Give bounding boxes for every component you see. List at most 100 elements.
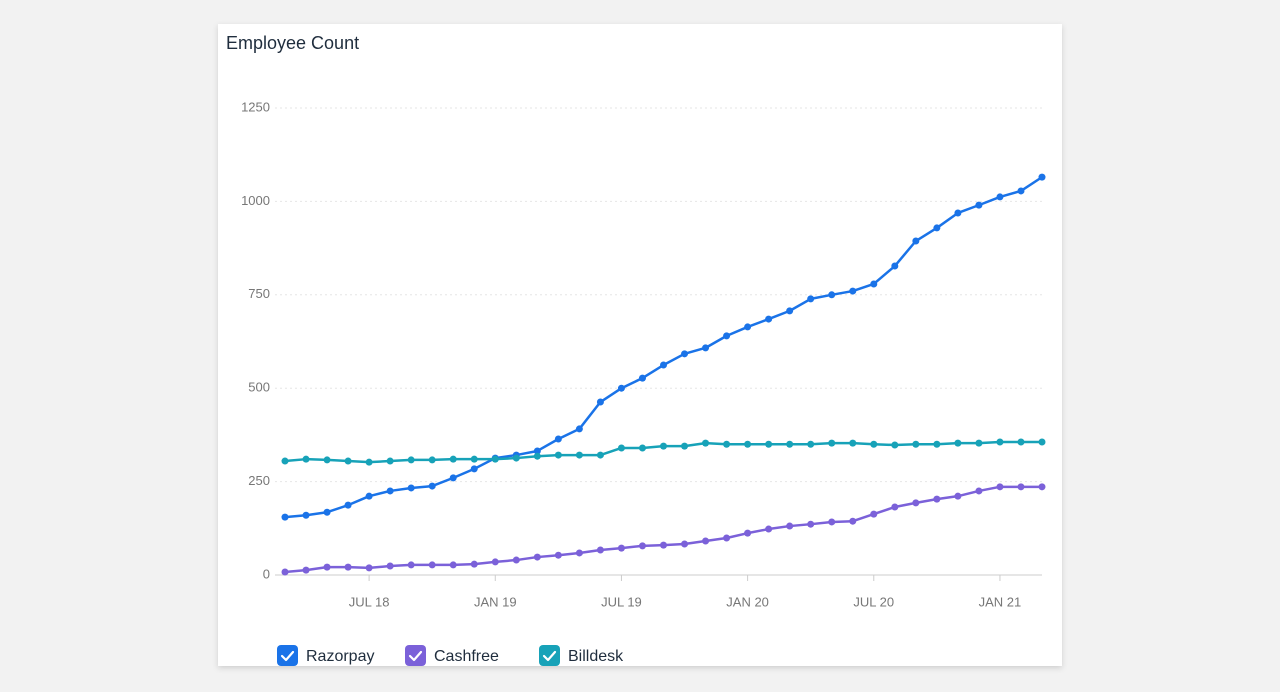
data-point: [828, 439, 836, 447]
y-tick-label: 250: [248, 473, 270, 488]
data-point: [512, 454, 520, 462]
data-point: [554, 435, 562, 443]
check-icon: [280, 650, 295, 662]
data-point: [323, 563, 331, 571]
data-point: [533, 447, 541, 455]
data-point: [386, 562, 394, 570]
data-point: [449, 561, 457, 569]
data-point: [596, 546, 604, 554]
y-tick-label: 1000: [241, 193, 270, 208]
data-point: [302, 566, 310, 574]
check-icon: [542, 650, 557, 662]
data-point: [344, 457, 352, 465]
legend-item[interactable]: Cashfree: [405, 645, 499, 666]
data-point: [344, 563, 352, 571]
data-point: [660, 361, 667, 369]
data-point: [302, 455, 310, 463]
data-point: [638, 444, 646, 452]
data-point: [786, 307, 794, 315]
legend-checkbox[interactable]: [405, 645, 426, 666]
data-point: [491, 558, 499, 566]
data-point: [449, 455, 457, 463]
data-point: [407, 456, 415, 464]
y-tick-label: 1250: [241, 99, 270, 114]
data-point: [554, 551, 562, 559]
data-point: [407, 484, 415, 492]
data-point: [681, 442, 689, 450]
data-point: [512, 556, 520, 564]
data-point: [660, 541, 667, 549]
data-point: [470, 455, 478, 463]
data-point: [681, 540, 689, 548]
data-point: [849, 287, 857, 295]
x-tick-label: JUL 19: [601, 594, 642, 609]
data-point: [386, 487, 394, 495]
data-point: [996, 193, 1004, 201]
data-point: [870, 510, 878, 518]
data-point: [933, 224, 941, 232]
legend-label: Razorpay: [306, 648, 374, 665]
data-point: [996, 438, 1004, 446]
legend-label: Billdesk: [568, 648, 624, 665]
data-point: [723, 332, 731, 340]
data-point: [638, 542, 646, 550]
data-point: [1017, 187, 1025, 195]
data-point: [828, 518, 836, 526]
legend-label: Cashfree: [434, 648, 499, 665]
data-point: [344, 501, 352, 509]
data-point: [765, 315, 773, 323]
data-point: [702, 344, 710, 352]
data-point: [912, 237, 920, 245]
data-point: [954, 209, 962, 217]
data-point: [681, 350, 689, 358]
data-point: [323, 508, 331, 516]
data-point: [954, 492, 962, 500]
data-point: [575, 549, 583, 557]
data-point: [428, 561, 436, 569]
legend-checkbox[interactable]: [539, 645, 560, 666]
data-point: [786, 522, 794, 530]
x-tick-label: JAN 19: [474, 594, 517, 609]
legend-item[interactable]: Razorpay: [277, 645, 374, 666]
data-point: [870, 280, 878, 288]
data-point: [575, 425, 583, 433]
legend-checkbox[interactable]: [277, 645, 298, 666]
data-point: [891, 503, 899, 511]
data-point: [1038, 173, 1046, 181]
data-point: [933, 495, 941, 503]
data-point: [533, 553, 541, 561]
data-point: [281, 457, 289, 465]
data-point: [996, 483, 1004, 491]
data-point: [954, 439, 962, 447]
data-point: [786, 440, 794, 448]
data-point: [975, 487, 983, 495]
y-tick-label: 750: [248, 286, 270, 301]
x-tick-label: JAN 20: [726, 594, 769, 609]
data-point: [281, 513, 289, 521]
data-point: [428, 482, 436, 490]
data-point: [849, 439, 857, 447]
data-point: [533, 452, 541, 460]
data-point: [554, 451, 562, 459]
data-point: [1038, 483, 1046, 491]
data-point: [1017, 438, 1025, 446]
data-point: [807, 295, 815, 303]
legend-item[interactable]: Billdesk: [539, 645, 624, 666]
data-point: [365, 492, 373, 500]
data-point: [428, 456, 436, 464]
data-point: [744, 323, 752, 331]
data-point: [933, 440, 941, 448]
data-point: [365, 458, 373, 466]
data-point: [491, 455, 499, 463]
data-point: [765, 440, 773, 448]
data-point: [870, 440, 878, 448]
x-tick-label: JUL 18: [349, 594, 390, 609]
data-point: [575, 451, 583, 459]
data-point: [617, 544, 625, 552]
data-point: [807, 440, 815, 448]
data-point: [765, 525, 773, 533]
data-point: [407, 561, 415, 569]
x-tick-label: JAN 21: [979, 594, 1022, 609]
x-tick-label: JUL 20: [853, 594, 894, 609]
